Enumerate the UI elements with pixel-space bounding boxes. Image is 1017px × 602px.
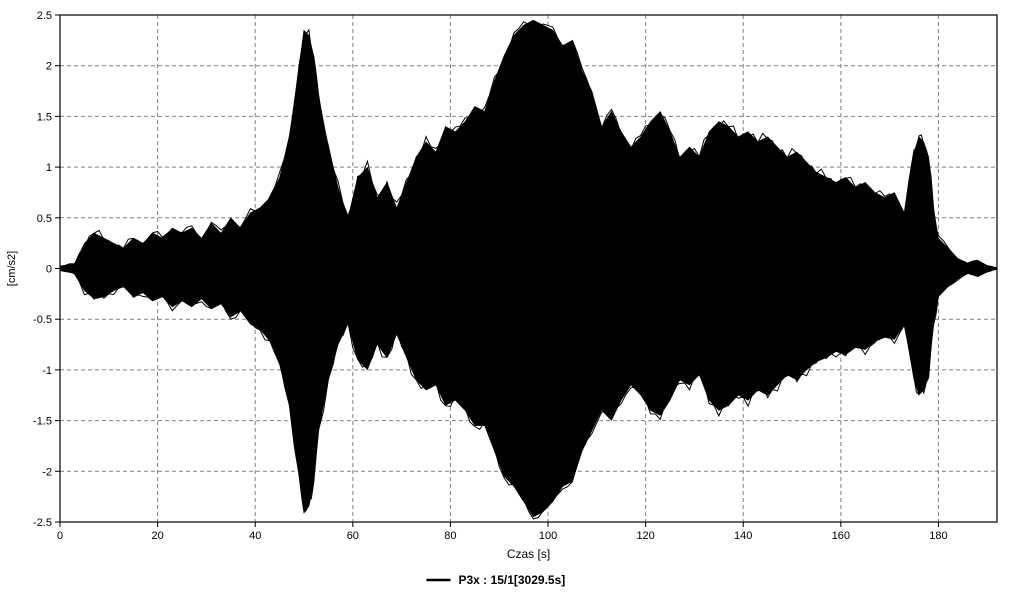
xtick-label: 80 bbox=[444, 530, 456, 542]
y-axis-label: [cm/s2] bbox=[6, 251, 18, 286]
legend-label: P3x : 15/1[3029.5s] bbox=[459, 573, 566, 587]
xtick-label: 180 bbox=[929, 530, 947, 542]
xtick-label: 100 bbox=[539, 530, 557, 542]
ytick-label: -1.5 bbox=[33, 416, 52, 428]
ytick-label: 0 bbox=[46, 264, 52, 276]
xtick-label: 120 bbox=[636, 530, 654, 542]
ytick-label: -2 bbox=[42, 466, 52, 478]
xtick-label: 40 bbox=[249, 530, 261, 542]
ytick-label: -2.5 bbox=[33, 517, 52, 529]
ytick-label: -0.5 bbox=[33, 314, 52, 326]
ytick-label: 1 bbox=[46, 162, 52, 174]
xtick-label: 20 bbox=[151, 530, 163, 542]
xtick-label: 0 bbox=[57, 530, 63, 542]
waveform-chart: 020406080100120140160180Czas [s]-2.5-2-1… bbox=[0, 0, 1017, 602]
xtick-label: 160 bbox=[832, 530, 850, 542]
ytick-label: -1 bbox=[42, 365, 52, 377]
xtick-label: 60 bbox=[347, 530, 359, 542]
ytick-label: 0.5 bbox=[37, 213, 52, 225]
x-axis-label: Czas [s] bbox=[507, 547, 550, 561]
ytick-label: 2.5 bbox=[37, 10, 52, 22]
ytick-label: 1.5 bbox=[37, 111, 52, 123]
ytick-label: 2 bbox=[46, 61, 52, 73]
xtick-label: 140 bbox=[734, 530, 752, 542]
chart-svg: 020406080100120140160180Czas [s]-2.5-2-1… bbox=[0, 0, 1017, 602]
